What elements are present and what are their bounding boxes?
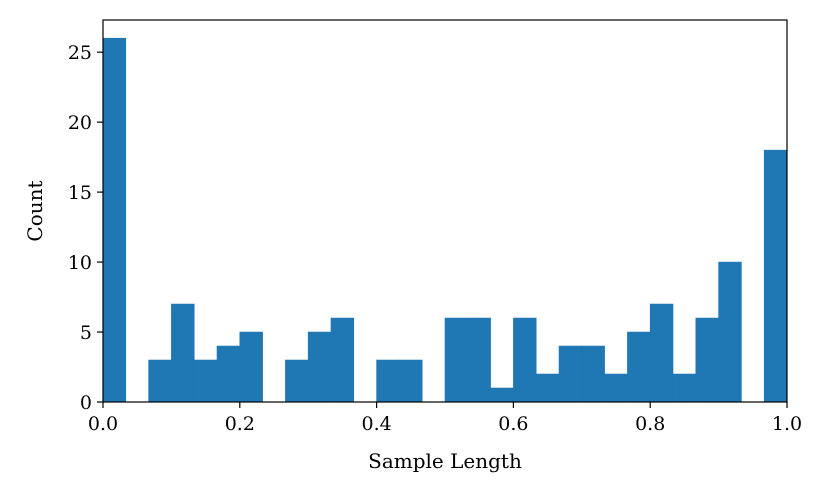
histogram-bar [444,317,469,403]
histogram-bar [581,345,605,403]
histogram-bar [627,331,651,403]
histogram-bar [399,359,423,403]
y-tick-label: 10 [68,252,92,274]
histogram-bar [467,317,491,403]
histogram-bar [490,387,514,403]
y-axis-ticks: 0 5 10 15 20 25 [68,42,103,414]
x-tick-label: 0.2 [225,413,255,435]
bars-group [102,37,788,403]
plot-frame [102,19,788,403]
histogram-bar [649,303,674,403]
y-tick-label: 0 [80,392,92,414]
histogram-bar [604,373,628,403]
histogram-bar [102,37,127,403]
histogram-bar [376,359,400,403]
y-tick-label: 20 [68,112,92,134]
x-tick-label: 0.4 [361,413,391,435]
histogram-bar [695,317,719,403]
histogram-bar [148,359,172,403]
histogram-bar [718,261,742,403]
histogram-bar [193,359,218,403]
y-tick-label: 5 [80,322,92,344]
x-tick-label: 0.8 [635,413,665,435]
histogram-bar [171,303,195,403]
histogram-bar [330,317,355,403]
x-tick-label: 1.0 [772,413,802,435]
y-tick-label: 25 [68,42,92,64]
histogram-bar [216,345,241,403]
histogram-bar [513,317,537,403]
x-tick-label: 0.6 [498,413,528,435]
histogram-bar [239,331,263,403]
y-axis-label: Count [23,180,47,241]
x-axis-label: Sample Length [368,449,522,473]
histogram-bar [285,359,309,403]
histogram-bar [558,345,583,403]
histogram-bar [307,331,332,403]
histogram-bar [763,149,788,403]
x-axis-ticks: 0.0 0.2 0.4 0.6 0.8 1.0 [88,402,802,435]
histogram-bar [672,373,697,403]
y-tick-label: 15 [68,182,92,204]
histogram-bar [535,373,560,403]
x-tick-label: 0.0 [88,413,118,435]
